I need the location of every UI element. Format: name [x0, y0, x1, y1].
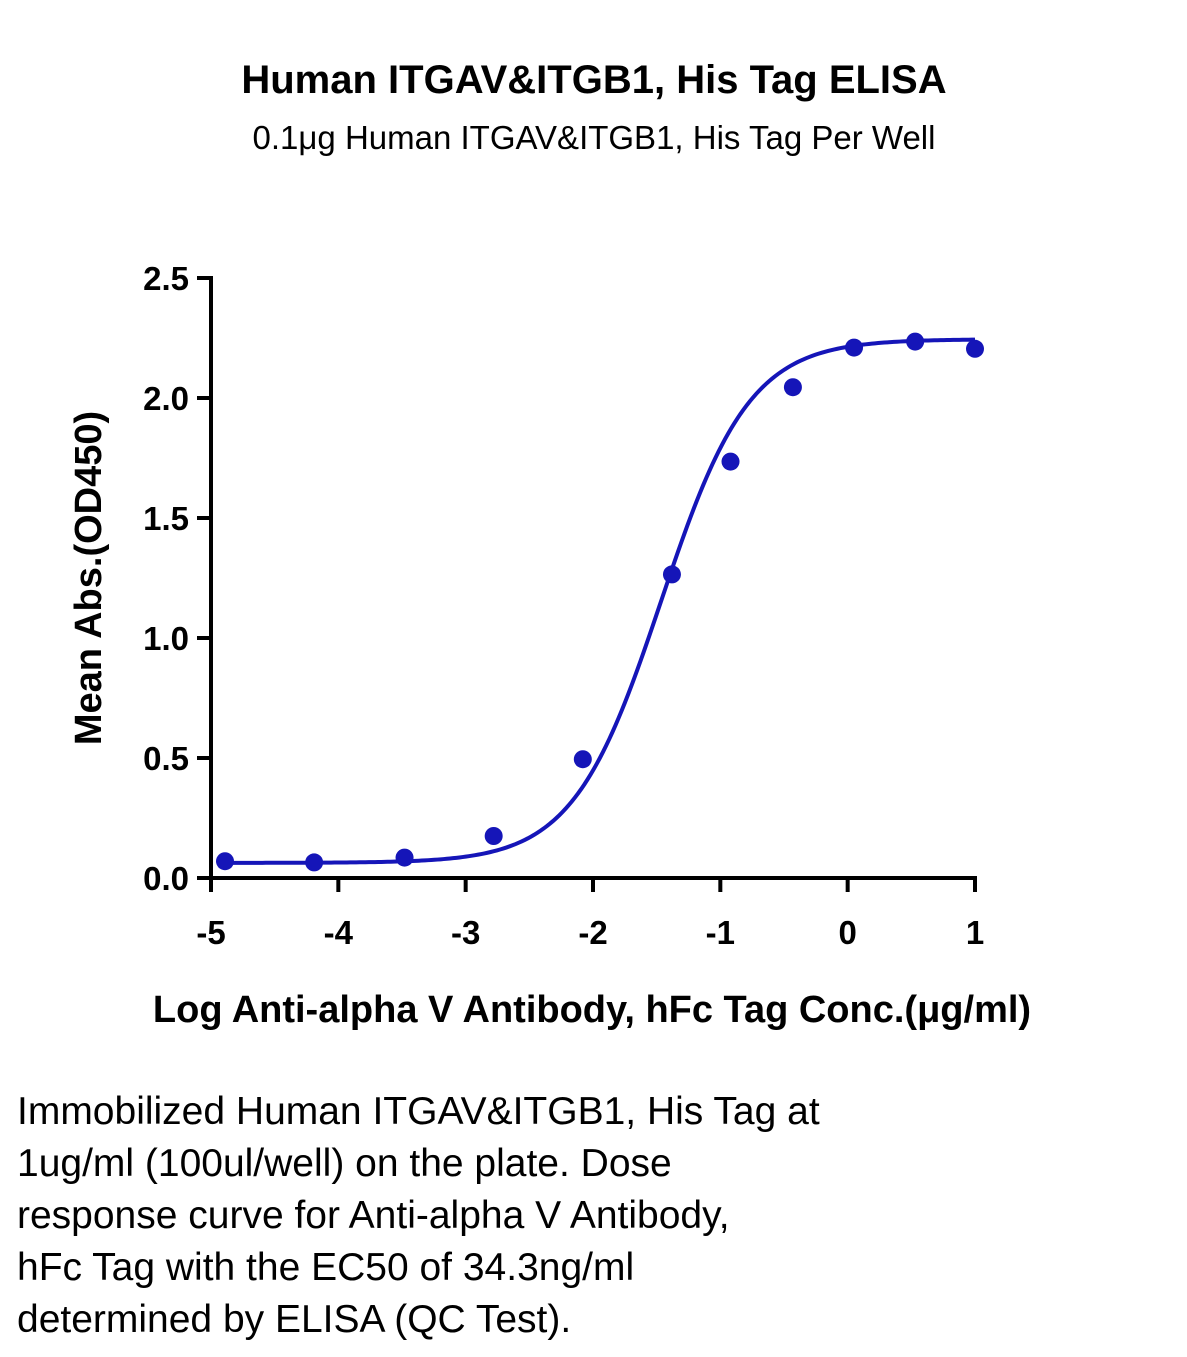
y-axis-label: Mean Abs.(OD450): [68, 411, 110, 745]
y-tick-label: 2.0: [143, 380, 189, 417]
data-point: [662, 565, 681, 584]
caption-line-2: 1ug/ml (100ul/well) on the plate. Dose: [17, 1142, 672, 1185]
caption-line-5: determined by ELISA (QC Test).: [17, 1298, 572, 1341]
data-point: [305, 853, 324, 872]
data-point: [573, 750, 592, 769]
data-points: [216, 332, 984, 872]
chart-title: Human ITGAV&ITGB1, His Tag ELISA: [241, 58, 946, 102]
data-point: [484, 827, 503, 845]
figure-caption: Immobilized Human ITGAV&ITGB1, His Tag a…: [17, 1086, 1167, 1346]
data-point: [906, 332, 925, 351]
x-tick-label: -5: [196, 914, 225, 951]
data-point: [845, 338, 864, 357]
fit-layer: [225, 337, 976, 865]
y-tick-label: 1.0: [143, 620, 189, 657]
y-tick-label: 0.0: [143, 860, 189, 897]
data-point: [395, 848, 414, 867]
caption-line-3: response curve for Anti-alpha V Antibody…: [17, 1194, 730, 1237]
x-axis-label: Log Anti-alpha V Antibody, hFc Tag Conc.…: [153, 989, 1031, 1031]
x-tick-label: -2: [578, 914, 607, 951]
caption-line-4: hFc Tag with the EC50 of 34.3ng/ml: [17, 1246, 635, 1289]
y-tick-label: 2.5: [143, 260, 189, 297]
y-tick-label: 1.5: [143, 500, 189, 537]
data-point: [783, 378, 802, 397]
axes: -5 -4 -3 -2 -1 0 1 0.0 0.5 1.0 1.5 2.0 2.5: [143, 260, 984, 951]
x-tick-label: 1: [966, 914, 984, 951]
fit-curve: [225, 337, 976, 865]
x-tick-label: -4: [324, 914, 354, 951]
data-point: [721, 452, 740, 471]
data-point: [966, 339, 984, 358]
y-tick-label: 0.5: [143, 740, 189, 777]
data-point: [216, 852, 235, 871]
x-tick-label: -1: [706, 914, 735, 951]
x-tick-label: 0: [838, 914, 856, 951]
caption-line-1: Immobilized Human ITGAV&ITGB1, His Tag a…: [17, 1090, 820, 1133]
chart-subtitle: 0.1μg Human ITGAV&ITGB1, His Tag Per Wel…: [253, 119, 936, 156]
x-tick-label: -3: [451, 914, 480, 951]
elisa-chart: Human ITGAV&ITGB1, His Tag ELISA 0.1μg H…: [68, 58, 1031, 1031]
